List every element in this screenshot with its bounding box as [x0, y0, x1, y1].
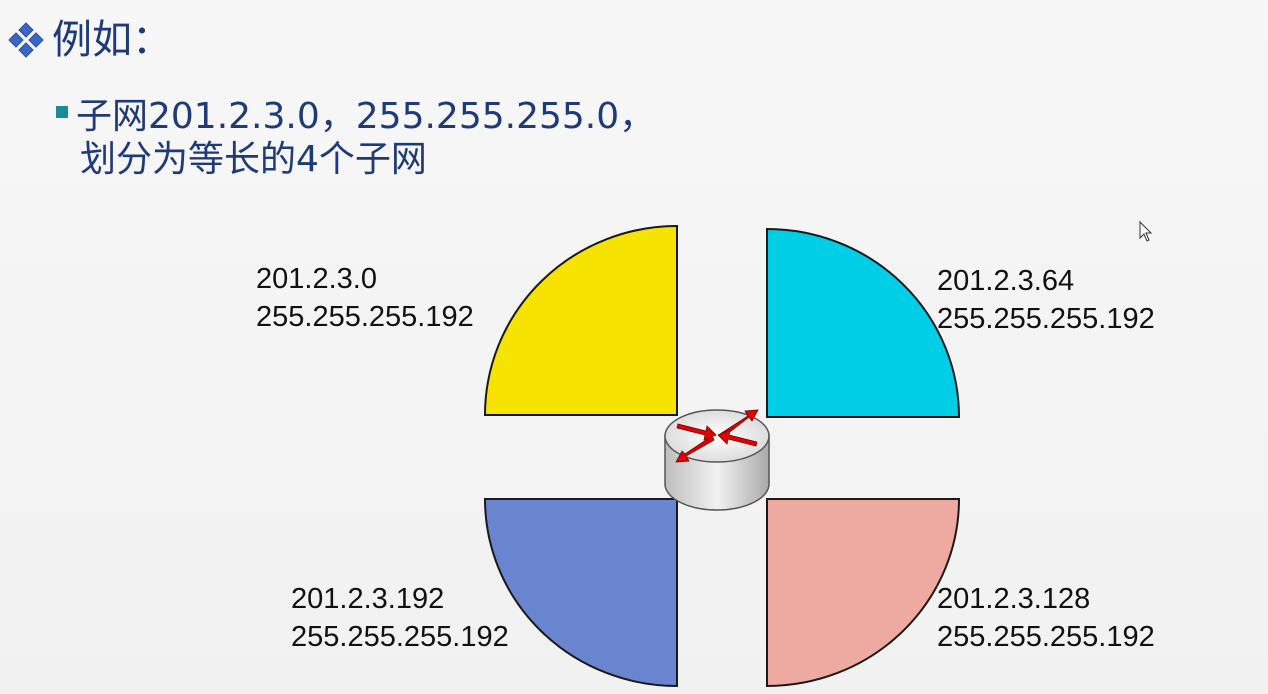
slide-heading: 例如： [6, 20, 172, 60]
subnet-mask: 255.255.255.192 [937, 303, 1155, 335]
subnet-label-top-left: 201.2.3.0 255.255.255.192 [256, 260, 474, 336]
subnet-network: 201.2.3.64 [937, 265, 1075, 297]
subnet-mask: 255.255.255.192 [937, 621, 1155, 653]
subnet-quadrant-top-left [483, 224, 678, 416]
square-bullet-icon [56, 106, 68, 118]
mouse-pointer-icon [1139, 220, 1153, 242]
diamond-bullet-icon [8, 22, 44, 58]
subpoint: 子网201.2.3.0，255.255.255.0， 划分为等长的4个子网 [56, 95, 655, 181]
heading-text: 例如： [52, 17, 172, 63]
subnet-label-bottom-right: 201.2.3.128 255.255.255.192 [937, 580, 1155, 656]
subpoint-line-1: 子网201.2.3.0，255.255.255.0， [76, 96, 656, 137]
subnet-network: 201.2.3.0 [256, 263, 377, 295]
subnet-mask: 255.255.255.192 [291, 621, 509, 653]
subnet-label-top-right: 201.2.3.64 255.255.255.192 [937, 262, 1155, 338]
subpoint-line-2: 划分为等长的4个子网 [80, 139, 427, 181]
subnet-quadrant-bottom-left [483, 498, 678, 688]
subnet-quadrant-top-right [766, 227, 961, 418]
subnet-network: 201.2.3.128 [937, 583, 1091, 615]
subnet-mask: 255.255.255.192 [256, 301, 474, 333]
subnet-network: 201.2.3.192 [291, 583, 445, 615]
subnet-quadrant-bottom-right [766, 498, 961, 688]
router-icon [664, 409, 770, 511]
subnet-label-bottom-left: 201.2.3.192 255.255.255.192 [291, 580, 509, 656]
